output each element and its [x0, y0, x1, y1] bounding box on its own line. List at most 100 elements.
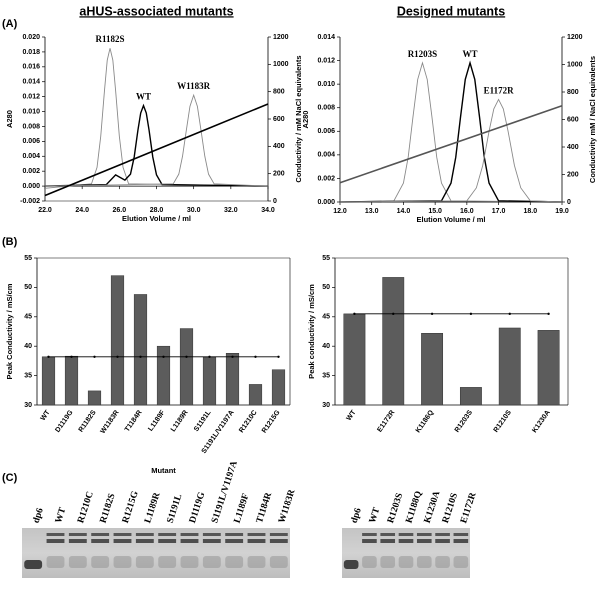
x-tick-label: 19.0 [555, 208, 569, 215]
x-tick-label: 18.0 [523, 208, 537, 215]
x-tick-label: 24.0 [75, 207, 89, 214]
x-axis-label: Elution Volume / ml [416, 215, 485, 224]
gel-band [46, 539, 65, 543]
trace [339, 60, 563, 203]
bar [421, 333, 444, 406]
y-tick-label: 50 [24, 284, 32, 291]
reference-marker [93, 355, 96, 358]
reference-marker [47, 355, 50, 358]
y2-tick-label: 1200 [567, 34, 583, 41]
bar [133, 294, 148, 406]
gel-smear [180, 556, 199, 568]
gel-band [202, 533, 221, 536]
gel-band [202, 539, 221, 543]
reference-marker [430, 312, 434, 316]
reference-marker [353, 312, 356, 316]
bar [537, 330, 560, 406]
gel-band [135, 533, 154, 536]
y-tick-label: 0.014 [22, 79, 40, 86]
gel-smear [416, 556, 432, 568]
bar [498, 327, 521, 406]
lane-label: R1182S [99, 492, 118, 524]
x-tick-label: T1184R [124, 409, 144, 433]
y-tick-label: 0.012 [317, 57, 335, 64]
y-tick-label: 0.002 [22, 168, 40, 175]
gel-band [416, 539, 432, 543]
reference-marker [547, 312, 550, 316]
y2-tick-label: 400 [567, 144, 579, 151]
peak-label: WT [136, 92, 151, 102]
y2-tick-label: 1200 [273, 34, 289, 41]
conductivity-line [339, 104, 563, 184]
reference-marker [231, 355, 234, 358]
lane-label: D1119G [188, 490, 208, 524]
gel-band [362, 539, 377, 543]
x-tick-label: L1189F [147, 409, 167, 433]
trace [44, 48, 269, 189]
reference-marker [392, 312, 395, 316]
x-tick-label: 28.0 [150, 207, 164, 214]
bar [87, 390, 102, 406]
lane-label: K1230A [423, 490, 443, 525]
gel-band [113, 533, 132, 536]
gel-band [343, 560, 359, 569]
gel-smear [453, 556, 469, 568]
y2-tick-label: 200 [273, 171, 285, 178]
y-tick-label: 0.006 [317, 128, 335, 135]
y-tick-label: 30 [322, 402, 330, 409]
y-axis-label: Peak conductivity / mS/cm [307, 284, 316, 379]
y2-tick-label: 800 [567, 89, 579, 96]
lane-label: R1203S [386, 492, 405, 525]
x-tick-label: R1210S [493, 409, 513, 434]
lane-label: dp6 [32, 507, 46, 525]
y-tick-label: 0.012 [22, 93, 40, 100]
y2-tick-label: 0 [273, 198, 277, 205]
reference-marker [116, 355, 119, 358]
gel-smear [68, 556, 87, 568]
chart-title: Designed mutants [397, 4, 505, 18]
reference-marker [277, 355, 280, 358]
reference-marker [70, 355, 73, 358]
gel-band [135, 539, 154, 543]
lane-label: T1184R [255, 491, 274, 524]
gel-band [158, 539, 177, 543]
y-tick-label: 0.006 [22, 138, 40, 145]
x-tick-label: R1203S [454, 409, 474, 434]
x-tick-label: 26.0 [113, 207, 127, 214]
gel-band [91, 533, 110, 536]
gel-band [225, 539, 244, 543]
gel-band [269, 539, 288, 543]
gel-band [435, 533, 450, 536]
gel-band [362, 533, 377, 536]
x-tick-label: K1186Q [415, 409, 436, 435]
gel-band [68, 533, 87, 536]
x-tick-label: WT [346, 409, 358, 423]
panel-label: (C) [2, 472, 18, 484]
reference-marker [139, 355, 142, 358]
gel-band [24, 560, 43, 569]
x-tick-label: 13.0 [365, 208, 379, 215]
gel-smear [202, 556, 221, 568]
y2-tick-label: 800 [273, 89, 285, 96]
peak-label: E1172R [484, 86, 515, 96]
gel-band [269, 533, 288, 536]
lane-label: R1210S [441, 492, 460, 525]
y-tick-label: 35 [24, 372, 32, 379]
x-tick-label: 34.0 [261, 207, 275, 214]
trace [339, 61, 563, 203]
peak-label: R1182S [96, 34, 125, 44]
lane-label: dp6 [350, 507, 364, 525]
trace [339, 98, 563, 203]
x-tick-label: L1189R [170, 409, 190, 433]
y-tick-label: 45 [24, 314, 32, 321]
x-axis-label: Mutant [151, 466, 176, 475]
y-tick-label: 0.000 [22, 183, 40, 190]
gel-smear [225, 556, 244, 568]
gel-band [68, 539, 87, 543]
y-tick-label: 0.020 [22, 34, 40, 41]
peak-label: WT [463, 49, 478, 59]
gel-smear [247, 556, 266, 568]
bar [202, 356, 217, 406]
reference-marker [162, 355, 165, 358]
